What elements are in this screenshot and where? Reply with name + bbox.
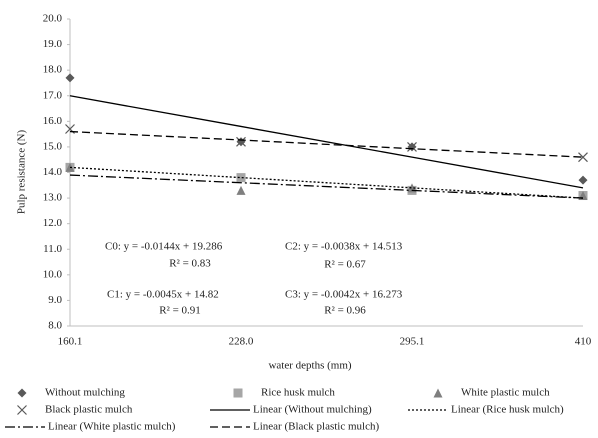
x-tick-label: 295.1 <box>400 336 425 348</box>
trend-line <box>69 95 584 189</box>
annotation: R² = 0.83 <box>169 258 211 270</box>
legend-label: Black plastic mulch <box>45 404 133 416</box>
trend-line <box>69 174 584 199</box>
y-tick-label: 12.0 <box>43 217 63 229</box>
marker-diamond <box>578 175 588 185</box>
legend-swatch <box>17 388 27 398</box>
legend-label: White plastic mulch <box>461 387 550 399</box>
marker-cross <box>578 152 588 163</box>
legend-label: Linear (Black plastic mulch) <box>253 421 379 433</box>
legend-swatch <box>17 405 27 415</box>
y-tick-label: 8.0 <box>48 320 62 332</box>
legend-label: Without mulching <box>45 387 125 399</box>
y-tick-label: 14.0 <box>43 166 63 178</box>
annotation: C2: y = -0.0038x + 14.513 <box>285 241 403 253</box>
x-tick-label: 228.0 <box>229 336 254 348</box>
y-tick-label: 11.0 <box>43 243 62 255</box>
y-tick-label: 15.0 <box>43 140 63 152</box>
y-axis-label: Pulp resistance (N) <box>16 130 28 215</box>
trend-line <box>69 130 584 158</box>
y-tick-label: 13.0 <box>43 192 63 204</box>
legend-swatch <box>233 388 243 398</box>
legend-label: Rice husk mulch <box>261 387 335 399</box>
y-tick-label: 17.0 <box>43 89 63 101</box>
legend-label: Linear (White plastic mulch) <box>48 421 176 433</box>
annotation: R² = 0.96 <box>324 305 366 317</box>
marker-diamond <box>65 73 75 83</box>
trend-line <box>69 166 584 199</box>
marker-cross <box>407 141 417 152</box>
annotation: C0: y = -0.0144x + 19.286 <box>105 241 223 253</box>
legend-label: Linear (Rice husk mulch) <box>451 404 564 416</box>
legend-swatch <box>433 388 443 398</box>
y-tick-label: 9.0 <box>48 294 62 306</box>
marker-triangle <box>236 185 246 195</box>
y-tick-label: 16.0 <box>43 115 63 127</box>
legend-label: Linear (Without mulching) <box>253 404 372 416</box>
x-tick-label: 160.1 <box>58 336 83 348</box>
annotation: R² = 0.67 <box>324 259 366 271</box>
annotation: C1: y = -0.0045x + 14.82 <box>107 289 219 301</box>
y-tick-label: 18.0 <box>43 64 63 76</box>
y-tick-label: 20.0 <box>43 13 63 25</box>
marker-square <box>236 173 246 183</box>
annotation: C3: y = -0.0042x + 16.273 <box>285 289 403 301</box>
annotation: R² = 0.91 <box>159 305 201 317</box>
x-axis-label: water depths (mm) <box>268 360 351 372</box>
marker-cross <box>236 136 246 147</box>
y-tick-label: 19.0 <box>43 38 63 50</box>
x-tick-label: 410 <box>575 336 592 348</box>
y-tick-label: 10.0 <box>43 268 63 280</box>
